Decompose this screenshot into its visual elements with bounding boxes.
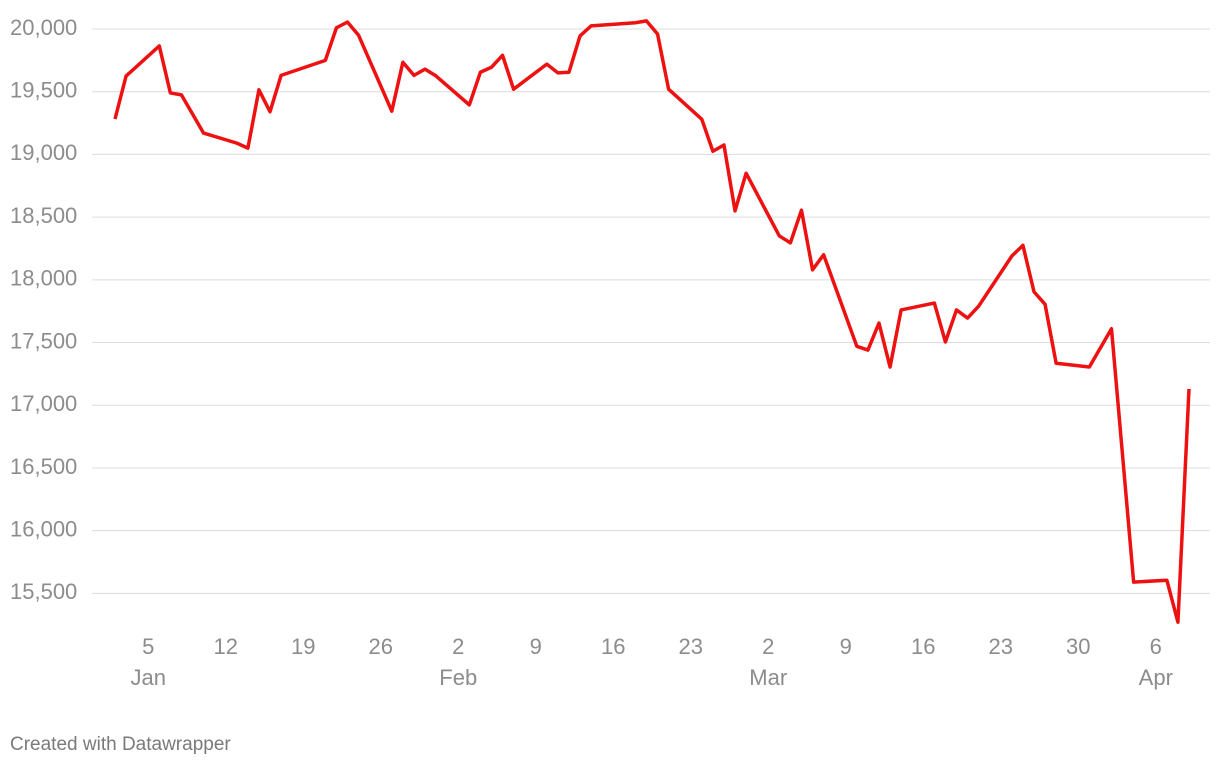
x-tick-label: 12 bbox=[213, 634, 237, 659]
x-tick-label: 9 bbox=[840, 634, 852, 659]
y-tick-label: 19,500 bbox=[10, 78, 77, 103]
y-tick-label: 16,500 bbox=[10, 454, 77, 479]
x-tick-label: 9 bbox=[530, 634, 542, 659]
data-line bbox=[113, 19, 1191, 624]
y-tick-label: 20,000 bbox=[10, 15, 77, 40]
x-tick-label: 23 bbox=[989, 634, 1013, 659]
x-tick-label: 16 bbox=[601, 634, 625, 659]
x-tick-label: 2 bbox=[762, 634, 774, 659]
x-tick-label: 19 bbox=[291, 634, 315, 659]
x-tick-label: 26 bbox=[368, 634, 392, 659]
y-tick-label: 15,500 bbox=[10, 579, 77, 604]
x-tick-label: 2 bbox=[452, 634, 464, 659]
credit: Created with Datawrapper bbox=[10, 734, 231, 755]
x-tick-label: 6 bbox=[1150, 634, 1162, 659]
x-month-label: Feb bbox=[439, 665, 477, 690]
x-tick-label: 30 bbox=[1066, 634, 1090, 659]
y-tick-label: 17,500 bbox=[10, 328, 77, 353]
y-tick-label: 16,000 bbox=[10, 516, 77, 541]
y-tick-label: 17,000 bbox=[10, 391, 77, 416]
x-tick-label: 16 bbox=[911, 634, 935, 659]
x-month-label: Apr bbox=[1139, 665, 1173, 690]
x-month-label: Jan bbox=[130, 665, 165, 690]
y-tick-label: 19,000 bbox=[10, 140, 77, 165]
y-tick-label: 18,500 bbox=[10, 203, 77, 228]
x-tick-label: 23 bbox=[679, 634, 703, 659]
x-tick-label: 5 bbox=[142, 634, 154, 659]
x-month-label: Mar bbox=[749, 665, 787, 690]
y-tick-label: 18,000 bbox=[10, 266, 77, 291]
